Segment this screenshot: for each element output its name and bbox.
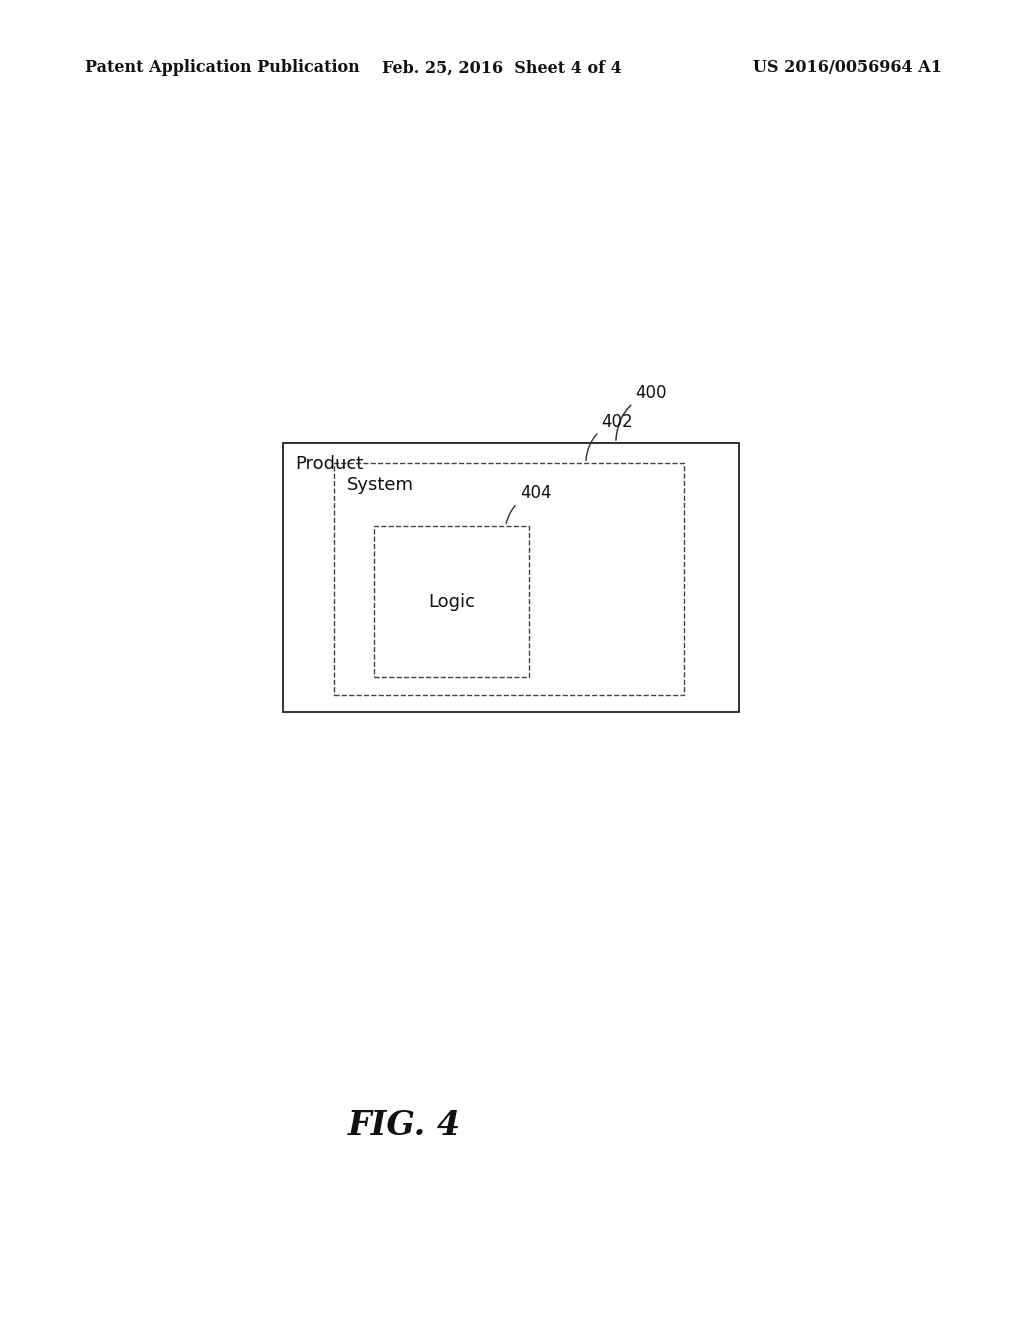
Bar [374, 527, 528, 677]
Text: Logic: Logic [428, 593, 475, 611]
Text: FIG. 4: FIG. 4 [348, 1109, 461, 1142]
Text: System: System [347, 475, 414, 494]
Text: 404: 404 [506, 484, 551, 524]
Text: Patent Application Publication: Patent Application Publication [85, 59, 359, 77]
Text: 400: 400 [616, 384, 668, 440]
Bar [283, 444, 739, 713]
Bar [334, 463, 684, 696]
Text: Feb. 25, 2016  Sheet 4 of 4: Feb. 25, 2016 Sheet 4 of 4 [382, 59, 622, 77]
Text: US 2016/0056964 A1: US 2016/0056964 A1 [753, 59, 942, 77]
Text: Product: Product [296, 455, 364, 473]
Text: 402: 402 [586, 413, 633, 461]
